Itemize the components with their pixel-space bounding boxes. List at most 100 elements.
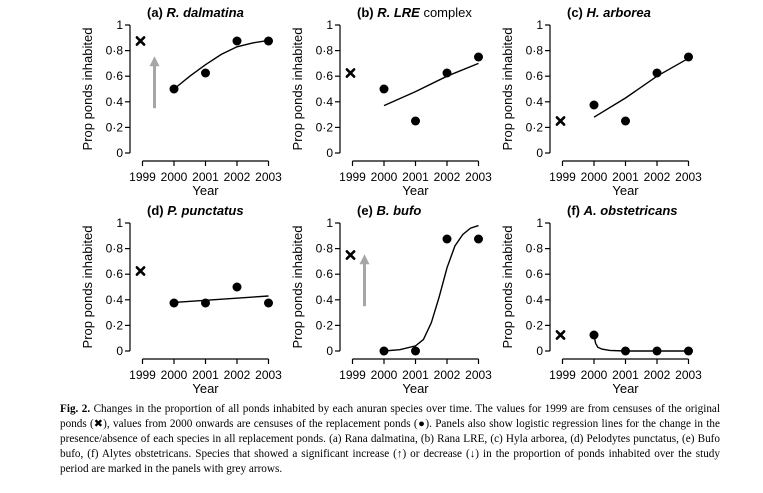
y-axis-label: Prop ponds inhabited (500, 28, 515, 151)
y-tick-label: 0·8 (526, 242, 544, 256)
data-point-2001 (411, 116, 420, 126)
x-tick-label: 2001 (192, 170, 219, 184)
y-axis-label: Prop ponds inhabited (80, 226, 95, 349)
y-tick-label: 1 (326, 18, 333, 32)
x-tick-label: 2003 (465, 368, 492, 382)
y-tick-label: 1 (536, 216, 543, 230)
y-tick-label: 0·4 (526, 293, 544, 307)
x-tick-label: 2001 (402, 368, 429, 382)
fit-line (593, 334, 689, 352)
data-point-2000 (379, 346, 389, 356)
data-point-2002 (232, 36, 242, 46)
cross-marker-1999 (555, 330, 566, 340)
figure-caption: Fig. 2. Changes in the proportion of all… (60, 402, 720, 477)
trend-arrow-head (359, 254, 370, 265)
fit-line (173, 39, 269, 90)
x-axis-label: Year (612, 381, 639, 396)
y-tick-label: 0·8 (106, 242, 124, 256)
y-tick-label: 0·6 (106, 69, 124, 83)
y-tick-label: 1 (116, 18, 123, 32)
x-axis-label: Year (192, 381, 219, 396)
x-tick-label: 2000 (161, 170, 188, 184)
y-axis-label: Prop ponds inhabited (290, 226, 305, 349)
y-tick-label: 0·4 (526, 95, 544, 109)
y-tick-label: 0 (326, 344, 333, 358)
y-tick-label: 1 (536, 18, 543, 32)
x-tick-label: 1999 (129, 368, 156, 382)
panel-f: 0 0·2 0·4 0·6 0·8 1 1999 2000 2001 2002 2003 Year Pr… (500, 203, 702, 396)
y-tick-label: 0·2 (526, 318, 544, 332)
y-tick-label: 0·6 (316, 267, 334, 281)
y-tick-label: 0·4 (316, 95, 334, 109)
x-tick-label: 2000 (371, 170, 398, 184)
caption-text: Changes in the proportion of all ponds i… (60, 403, 720, 475)
panel-title: (b) R. LRE complex (357, 5, 472, 20)
x-tick-label: 1999 (339, 368, 366, 382)
fit-line (173, 295, 269, 304)
y-tick-label: 0·2 (316, 120, 334, 134)
fit-line (383, 224, 479, 352)
panel-title: (d) P. punctatus (147, 203, 244, 218)
y-tick-label: 0 (536, 344, 543, 358)
x-tick-label: 2000 (581, 368, 608, 382)
panel-b: 0 0·2 0·4 0·6 0·8 1 1999 2000 2001 2002 2003 Year Pr… (290, 5, 492, 198)
x-tick-label: 2000 (581, 170, 608, 184)
y-tick-label: 0·8 (316, 242, 334, 256)
panel-a: 0 0·2 0·4 0·6 0·8 1 1999 2000 2001 2002 2003 Year Pr… (80, 5, 282, 198)
y-tick-label: 0·2 (106, 120, 124, 134)
y-tick-label: 0·6 (526, 267, 544, 281)
cross-marker-1999 (345, 250, 356, 260)
y-tick-label: 0 (116, 344, 123, 358)
data-point-2001 (201, 68, 210, 78)
data-point-2002 (442, 68, 452, 78)
data-point-2001 (411, 346, 420, 356)
data-point-2001 (621, 116, 630, 126)
panel-e: 0 0·2 0·4 0·6 0·8 1 1999 2000 2001 2002 2003 Year Pr… (290, 203, 492, 396)
y-tick-label: 0·6 (526, 69, 544, 83)
data-point-2002 (652, 68, 662, 78)
x-tick-label: 2002 (434, 368, 461, 382)
data-point-2000 (379, 84, 389, 94)
cross-marker-1999 (345, 68, 356, 78)
y-tick-label: 0·8 (316, 44, 334, 58)
y-tick-label: 1 (116, 216, 123, 230)
x-tick-label: 2001 (612, 368, 639, 382)
y-tick-label: 1 (326, 216, 333, 230)
x-tick-label: 2003 (255, 170, 282, 184)
y-axis-label: Prop ponds inhabited (500, 226, 515, 349)
y-axis-label: Prop ponds inhabited (80, 28, 95, 151)
panel-d: 0 0·2 0·4 0·6 0·8 1 1999 2000 2001 2002 2003 Year Pr… (80, 203, 282, 396)
x-axis-label: Year (192, 183, 219, 198)
y-tick-label: 0·2 (106, 318, 124, 332)
x-tick-label: 2003 (675, 368, 702, 382)
y-tick-label: 0·6 (316, 69, 334, 83)
fit-line (593, 57, 689, 118)
x-axis-label: Year (402, 183, 429, 198)
x-tick-label: 1999 (339, 170, 366, 184)
cross-marker-1999 (135, 266, 146, 276)
data-point-2003 (474, 52, 483, 62)
y-tick-label: 0·4 (106, 95, 124, 109)
data-point-2000 (169, 298, 179, 308)
y-axis-label: Prop ponds inhabited (290, 28, 305, 151)
x-tick-label: 2001 (612, 170, 639, 184)
x-tick-label: 2000 (371, 368, 398, 382)
data-point-2003 (474, 234, 483, 244)
x-tick-label: 2003 (675, 170, 702, 184)
x-tick-label: 2000 (161, 368, 188, 382)
y-tick-label: 0·4 (316, 293, 334, 307)
x-axis-label: Year (402, 381, 429, 396)
data-point-2000 (589, 330, 599, 340)
data-point-2001 (201, 298, 210, 308)
data-point-2000 (589, 100, 599, 110)
x-tick-label: 1999 (129, 170, 156, 184)
x-tick-label: 2003 (255, 368, 282, 382)
cross-marker-1999 (135, 36, 146, 46)
caption-label: Fig. 2. (60, 403, 91, 415)
y-tick-label: 0·4 (106, 293, 124, 307)
panel-c: 0 0·2 0·4 0·6 0·8 1 1999 2000 2001 2002 2003 Year Pr… (500, 5, 702, 198)
x-tick-label: 2002 (644, 170, 671, 184)
panel-title: (c) H. arborea (567, 5, 651, 20)
x-tick-label: 2003 (465, 170, 492, 184)
fit-line (383, 62, 479, 107)
